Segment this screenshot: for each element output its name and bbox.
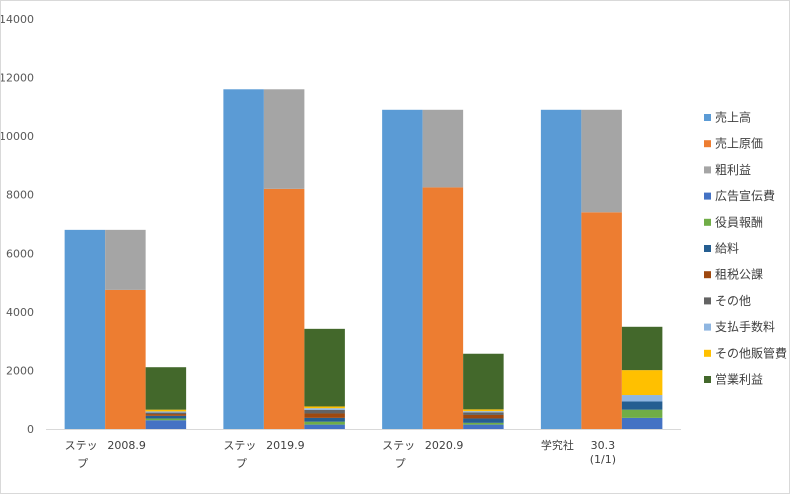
legend-label: 粗利益 <box>715 163 751 177</box>
x-category-period: 2020.9 <box>425 439 464 452</box>
bar-8-cat-3 <box>621 395 663 402</box>
bar-4-cat-3 <box>621 409 663 418</box>
legend-label: 営業利益 <box>715 373 763 387</box>
bar-0-cat-1 <box>223 89 264 429</box>
bar-7-cat-0 <box>145 412 187 415</box>
y-tick-label: 4000 <box>6 306 34 319</box>
bar-8-cat-1 <box>304 408 345 410</box>
x-category-name: ステッ <box>65 439 98 452</box>
bar-1-cat-2 <box>422 187 464 429</box>
legend-label: 給料 <box>715 242 739 256</box>
bar-4-cat-2 <box>463 422 504 425</box>
bar-6-cat-0 <box>145 414 187 416</box>
bar-10-cat-0 <box>145 367 187 410</box>
x-category-name: プ <box>395 457 406 470</box>
legend-swatch <box>704 218 711 226</box>
bar-3-cat-2 <box>463 424 504 429</box>
bar-10-cat-3 <box>621 326 663 371</box>
y-axis: 0 2000 4000 6000 8000 10000 12000 14000 <box>1 13 34 436</box>
bar-5-cat-0 <box>145 415 187 419</box>
x-category-name: ステッ <box>223 439 256 452</box>
bar-0-cat-0 <box>64 229 106 429</box>
legend-swatch <box>704 297 711 305</box>
bar-8-cat-0 <box>145 411 187 413</box>
legend-swatch <box>704 114 711 121</box>
legend-label: 支払手数料 <box>715 319 775 334</box>
y-tick-label: 2000 <box>6 364 34 377</box>
legend-swatch <box>704 140 711 148</box>
bar-0-cat-2 <box>382 109 423 429</box>
y-tick-label: 12000 <box>1 72 34 85</box>
legend-label: 広告宣伝費 <box>715 188 775 203</box>
y-tick-label: 6000 <box>6 247 34 260</box>
y-tick-label: 14000 <box>1 13 34 26</box>
legend-swatch <box>704 166 711 174</box>
bar-0-cat-3 <box>540 109 582 429</box>
y-tick-label: 8000 <box>6 189 34 202</box>
bar-2-cat-0 <box>105 229 146 290</box>
bar-9-cat-3 <box>621 370 663 396</box>
x-category-name: ステッ <box>382 439 415 452</box>
x-category-period: 30.3 <box>591 439 616 452</box>
bar-5-cat-1 <box>304 417 345 422</box>
bar-8-cat-2 <box>463 411 504 413</box>
x-category-name: 学究社 <box>541 438 574 452</box>
x-category-period: (1/1) <box>590 453 616 466</box>
legend-label: 売上高 <box>715 110 751 125</box>
bar-3-cat-3 <box>621 417 663 429</box>
bar-7-cat-2 <box>463 412 504 415</box>
legend-swatch <box>704 192 711 200</box>
legend-label: その他販管費 <box>715 345 787 360</box>
legend-swatch <box>704 245 711 252</box>
legend-swatch <box>704 349 711 357</box>
bar-7-cat-1 <box>304 409 345 414</box>
x-category-name: プ <box>236 457 247 470</box>
x-category-name: プ <box>77 457 88 470</box>
bar-3-cat-0 <box>145 420 187 429</box>
bar-1-cat-3 <box>581 212 622 429</box>
legend-label: 売上原価 <box>715 136 763 151</box>
x-category-period: 2019.9 <box>266 439 305 452</box>
bar-10-cat-1 <box>304 328 345 407</box>
bar-9-cat-1 <box>304 406 345 409</box>
legend-label: 役員報酬 <box>715 214 763 229</box>
bar-4-cat-1 <box>304 421 345 425</box>
bar-4-cat-0 <box>145 418 187 421</box>
y-tick-label: 0 <box>27 423 34 436</box>
bar-3-cat-1 <box>304 424 345 429</box>
legend-label: その他 <box>715 294 751 308</box>
legend: 売上高売上原価粗利益広告宣伝費役員報酬給料租税公課その他支払手数料その他販管費営… <box>704 110 787 387</box>
bar-5-cat-2 <box>463 418 504 423</box>
x-category-period: 2008.9 <box>107 439 146 452</box>
y-tick-label: 10000 <box>1 130 34 143</box>
bar-10-cat-2 <box>463 353 504 410</box>
legend-swatch <box>704 271 711 279</box>
bar-1-cat-1 <box>263 188 305 429</box>
bar-2-cat-1 <box>263 89 305 189</box>
legend-label: 租税公課 <box>715 267 763 282</box>
bar-9-cat-0 <box>145 409 187 412</box>
legend-swatch <box>704 376 711 383</box>
bar-6-cat-2 <box>463 414 504 419</box>
bar-5-cat-3 <box>621 401 663 410</box>
bar-9-cat-2 <box>463 409 504 412</box>
bar-2-cat-3 <box>581 109 622 213</box>
bars <box>64 89 663 429</box>
legend-swatch <box>704 323 711 331</box>
bar-6-cat-1 <box>304 413 345 418</box>
bar-1-cat-0 <box>105 289 146 429</box>
bar-2-cat-2 <box>422 109 464 188</box>
